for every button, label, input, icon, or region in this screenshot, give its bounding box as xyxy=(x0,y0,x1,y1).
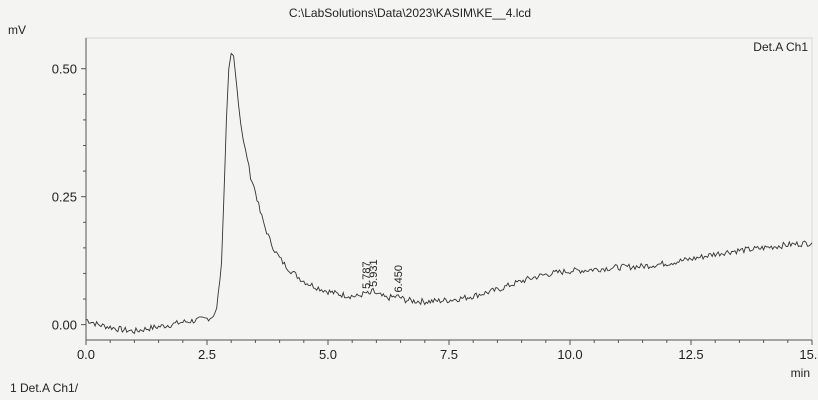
x-tick-label: 12.5 xyxy=(678,347,703,362)
peak-retention-label: 5.931 xyxy=(368,259,380,287)
x-axis-unit-label: min xyxy=(791,366,810,380)
y-tick-label: 0.50 xyxy=(52,62,77,77)
y-axis-ticks: 0.00 0.25 0.50 xyxy=(52,62,86,333)
y-tick-label: 0.25 xyxy=(52,190,77,205)
x-tick-label: 15.0 xyxy=(799,347,818,362)
peak-retention-label: 5.787 xyxy=(361,261,373,289)
y-tick-label: 0.00 xyxy=(52,318,77,333)
x-tick-label: 0.0 xyxy=(77,347,95,362)
chromatogram-trace xyxy=(85,52,813,334)
chart-title: C:\LabSolutions\Data\2023\KASIM\KE__4.lc… xyxy=(289,6,531,20)
peak-retention-label: 6.450 xyxy=(393,265,405,293)
x-tick-label: 10.0 xyxy=(557,347,582,362)
x-axis-ticks: 0.0 2.5 5.0 7.5 10.0 12.5 15.0 xyxy=(77,340,818,362)
x-tick-label: 2.5 xyxy=(198,347,216,362)
channel-label: Det.A Ch1 xyxy=(753,40,808,54)
x-tick-label: 7.5 xyxy=(440,347,458,362)
x-tick-label: 5.0 xyxy=(319,347,337,362)
detector-footer-label: 1 Det.A Ch1/ xyxy=(10,381,79,395)
plot-frame xyxy=(85,37,813,341)
y-axis-unit-label: mV xyxy=(8,23,26,37)
